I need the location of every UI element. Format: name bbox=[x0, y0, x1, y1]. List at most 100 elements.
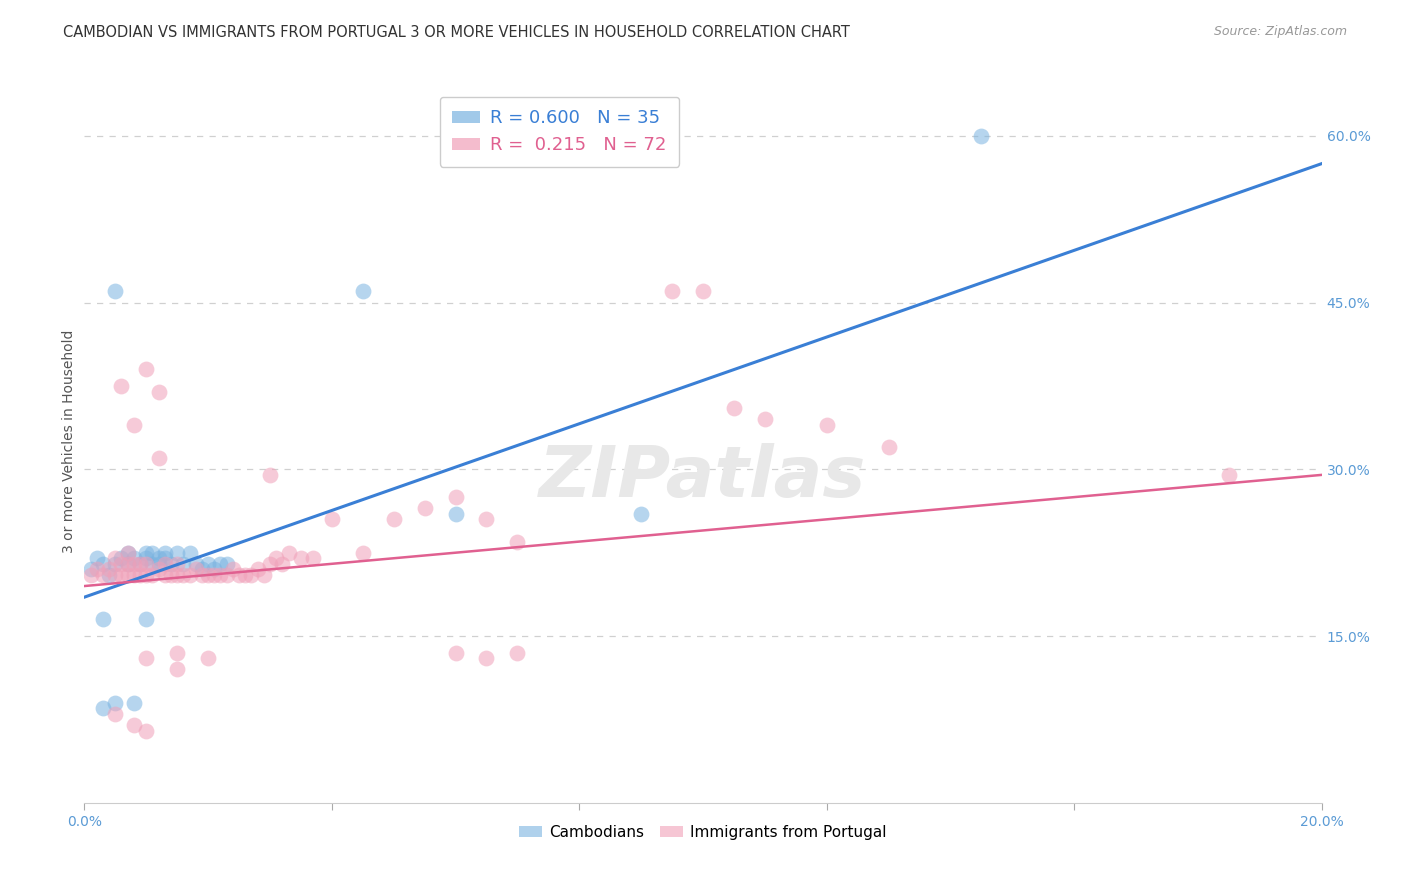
Point bbox=[135, 557, 157, 571]
Point bbox=[179, 546, 201, 560]
Point bbox=[233, 568, 256, 582]
Point bbox=[135, 723, 157, 738]
Point bbox=[104, 557, 127, 571]
Point bbox=[135, 612, 157, 626]
Point bbox=[148, 562, 170, 576]
Point bbox=[754, 412, 776, 426]
Point bbox=[215, 568, 238, 582]
Point bbox=[166, 546, 188, 560]
Point bbox=[184, 562, 207, 576]
Point bbox=[79, 562, 101, 576]
Point bbox=[475, 512, 498, 526]
Point bbox=[110, 557, 132, 571]
Point bbox=[104, 706, 127, 721]
Legend: Cambodians, Immigrants from Portugal: Cambodians, Immigrants from Portugal bbox=[513, 819, 893, 846]
Point bbox=[104, 696, 127, 710]
Point bbox=[153, 557, 176, 571]
Point bbox=[135, 651, 157, 665]
Point bbox=[141, 546, 163, 560]
Point bbox=[352, 546, 374, 560]
Point bbox=[135, 551, 157, 566]
Point bbox=[153, 568, 176, 582]
Point bbox=[91, 701, 114, 715]
Point bbox=[259, 467, 281, 482]
Point bbox=[723, 401, 745, 416]
Point bbox=[141, 568, 163, 582]
Point bbox=[202, 562, 225, 576]
Point bbox=[222, 562, 245, 576]
Point bbox=[352, 285, 374, 299]
Point bbox=[110, 568, 132, 582]
Point bbox=[135, 568, 157, 582]
Point bbox=[179, 568, 201, 582]
Point bbox=[815, 417, 838, 432]
Point bbox=[104, 551, 127, 566]
Point bbox=[321, 512, 343, 526]
Point bbox=[172, 568, 194, 582]
Point bbox=[153, 546, 176, 560]
Point bbox=[117, 546, 139, 560]
Point bbox=[630, 507, 652, 521]
Point bbox=[184, 557, 207, 571]
Point bbox=[91, 568, 114, 582]
Point bbox=[197, 557, 219, 571]
Point bbox=[382, 512, 405, 526]
Point bbox=[148, 551, 170, 566]
Point bbox=[413, 501, 436, 516]
Point bbox=[135, 362, 157, 376]
Point bbox=[271, 557, 294, 571]
Point bbox=[240, 568, 263, 582]
Point bbox=[160, 557, 183, 571]
Point bbox=[79, 568, 101, 582]
Point bbox=[117, 568, 139, 582]
Text: CAMBODIAN VS IMMIGRANTS FROM PORTUGAL 3 OR MORE VEHICLES IN HOUSEHOLD CORRELATIO: CAMBODIAN VS IMMIGRANTS FROM PORTUGAL 3 … bbox=[63, 25, 851, 40]
Point bbox=[191, 562, 214, 576]
Point bbox=[129, 568, 152, 582]
Point bbox=[202, 568, 225, 582]
Y-axis label: 3 or more Vehicles in Household: 3 or more Vehicles in Household bbox=[62, 330, 76, 553]
Point bbox=[122, 696, 145, 710]
Point bbox=[444, 490, 467, 504]
Point bbox=[117, 546, 139, 560]
Point bbox=[197, 651, 219, 665]
Point bbox=[160, 568, 183, 582]
Point bbox=[444, 646, 467, 660]
Point bbox=[290, 551, 312, 566]
Point bbox=[475, 651, 498, 665]
Point bbox=[877, 440, 900, 454]
Point bbox=[259, 557, 281, 571]
Point bbox=[166, 646, 188, 660]
Point bbox=[148, 451, 170, 466]
Point bbox=[129, 557, 152, 571]
Point bbox=[253, 568, 276, 582]
Point bbox=[166, 557, 188, 571]
Point bbox=[98, 562, 121, 576]
Point bbox=[148, 384, 170, 399]
Point bbox=[91, 557, 114, 571]
Point bbox=[302, 551, 325, 566]
Point bbox=[166, 568, 188, 582]
Point bbox=[209, 568, 232, 582]
Point bbox=[98, 568, 121, 582]
Point bbox=[277, 546, 299, 560]
Point bbox=[135, 546, 157, 560]
Point bbox=[661, 285, 683, 299]
Point bbox=[209, 557, 232, 571]
Point bbox=[122, 417, 145, 432]
Point bbox=[104, 568, 127, 582]
Point bbox=[86, 551, 108, 566]
Point bbox=[110, 379, 132, 393]
Point bbox=[153, 551, 176, 566]
Point bbox=[264, 551, 287, 566]
Point bbox=[122, 718, 145, 732]
Point bbox=[1218, 467, 1240, 482]
Point bbox=[122, 551, 145, 566]
Point bbox=[110, 551, 132, 566]
Point bbox=[246, 562, 269, 576]
Point bbox=[129, 557, 152, 571]
Point bbox=[506, 534, 529, 549]
Point bbox=[215, 557, 238, 571]
Point bbox=[172, 557, 194, 571]
Point bbox=[86, 562, 108, 576]
Point bbox=[91, 612, 114, 626]
